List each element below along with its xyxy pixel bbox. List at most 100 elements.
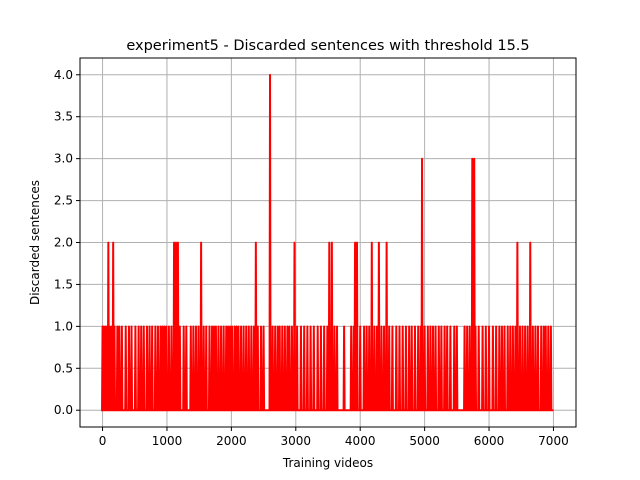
data-point (118, 325, 121, 328)
data-point (254, 241, 257, 244)
data-point (154, 325, 157, 328)
data-point (440, 325, 443, 328)
data-point (449, 325, 452, 328)
y-tick-label: 2.5 (54, 194, 73, 208)
data-point (477, 325, 480, 328)
data-point (256, 325, 259, 328)
data-point (509, 325, 512, 328)
data-point (278, 325, 281, 328)
data-point (388, 325, 391, 328)
data-point (352, 325, 355, 328)
data-point (222, 325, 225, 328)
data-point (343, 325, 346, 328)
y-tick-label: 2.0 (54, 236, 73, 250)
data-point (432, 325, 434, 328)
data-point (423, 325, 426, 328)
data-point (102, 325, 105, 328)
data-point (401, 325, 404, 328)
data-point (330, 241, 333, 244)
data-point (173, 241, 175, 244)
data-point (225, 325, 228, 328)
data-point (300, 325, 302, 328)
data-point (519, 325, 521, 328)
x-tick-label: 1000 (152, 434, 183, 448)
data-point (134, 325, 137, 328)
data-point (354, 241, 356, 244)
data-point (296, 325, 298, 328)
data-point (262, 325, 265, 328)
data-point (516, 241, 519, 244)
data-point (200, 241, 203, 244)
data-point (213, 325, 215, 328)
data-point (192, 325, 195, 328)
data-point (376, 325, 378, 328)
data-point (398, 325, 401, 328)
data-point (260, 325, 262, 328)
x-tick-label: 3000 (281, 434, 312, 448)
y-tick-label: 0.5 (54, 361, 73, 375)
data-point (269, 73, 271, 76)
data-point (395, 325, 398, 328)
data-point (446, 325, 449, 328)
data-point (463, 325, 466, 328)
data-point (288, 325, 291, 328)
data-point (365, 325, 368, 328)
data-point (540, 325, 543, 328)
data-point (177, 241, 179, 244)
data-point (408, 325, 411, 328)
data-point (112, 241, 115, 244)
data-point (312, 325, 315, 328)
data-point (242, 325, 245, 328)
data-point (306, 325, 309, 328)
data-point (323, 325, 326, 328)
data-point (373, 325, 376, 328)
data-point (544, 325, 547, 328)
x-tick-label: 2000 (216, 434, 247, 448)
data-point (350, 325, 353, 328)
data-point (165, 325, 168, 328)
axis-ticks: 0 1000 2000 3000 4000 5000 6000 7000 0.0 0.5 1.0 1.… (54, 68, 569, 448)
x-axis-title: Training videos (282, 456, 373, 470)
data-point (124, 325, 127, 328)
data-point (370, 241, 373, 244)
data-point (524, 325, 527, 328)
data-point (484, 325, 487, 328)
data-point (326, 325, 329, 328)
data-point (178, 325, 181, 328)
data-point (549, 325, 552, 328)
data-point (231, 325, 233, 328)
data-point (320, 325, 322, 328)
y-tick-label: 1.5 (54, 277, 73, 291)
data-point (501, 325, 503, 328)
data-point (229, 325, 231, 328)
data-point (380, 325, 383, 328)
data-point (101, 325, 104, 328)
data-point (421, 157, 423, 160)
data-point (498, 325, 501, 328)
data-point (488, 325, 490, 328)
data-point (116, 325, 119, 328)
data-point (130, 325, 133, 328)
data-point (385, 241, 388, 244)
data-point (159, 325, 162, 328)
data-point (534, 325, 537, 328)
data-point (537, 325, 539, 328)
data-point (175, 241, 177, 244)
plot-area (101, 73, 554, 412)
data-point (274, 325, 277, 328)
data-point (468, 325, 471, 328)
data-point (276, 325, 279, 328)
data-point (113, 325, 116, 328)
data-point (437, 325, 440, 328)
data-point (163, 325, 166, 328)
x-tick-label: 6000 (474, 434, 505, 448)
data-point (120, 325, 123, 328)
data-point (359, 325, 362, 328)
data-point (104, 325, 107, 328)
data-point (429, 325, 432, 328)
x-tick-label: 0 (99, 434, 107, 448)
data-point (531, 325, 534, 328)
data-point (215, 325, 217, 328)
data-point (195, 325, 197, 328)
